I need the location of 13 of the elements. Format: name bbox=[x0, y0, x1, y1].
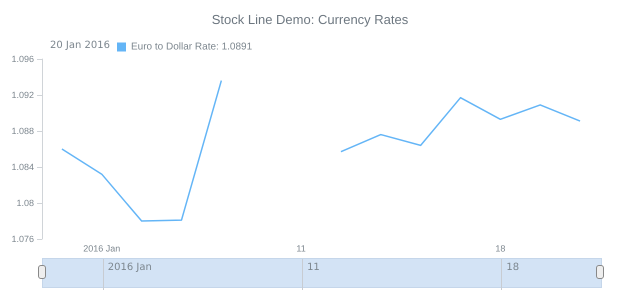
x-tick-label: 2016 Jan bbox=[83, 244, 120, 254]
chart-title: Stock Line Demo: Currency Rates bbox=[212, 12, 409, 27]
text: 20 Jan 2016 bbox=[50, 40, 110, 51]
y-tick-label: 1.076 bbox=[11, 234, 34, 244]
y-tick-label: 1.096 bbox=[11, 54, 34, 64]
scroller: 2016 Jan 11 18 bbox=[42, 258, 602, 288]
y-tick-label: 1.092 bbox=[11, 90, 34, 100]
x-tick-label: 18 bbox=[495, 244, 506, 254]
legend-label: Euro to Dollar Rate: 1.0891 bbox=[131, 42, 253, 52]
y-tick-label: 1.088 bbox=[11, 126, 34, 136]
x-tick-label: 11 bbox=[296, 244, 306, 254]
y-tick-label: 1.08 bbox=[16, 198, 34, 208]
y-tick-label: 1.084 bbox=[11, 162, 34, 172]
